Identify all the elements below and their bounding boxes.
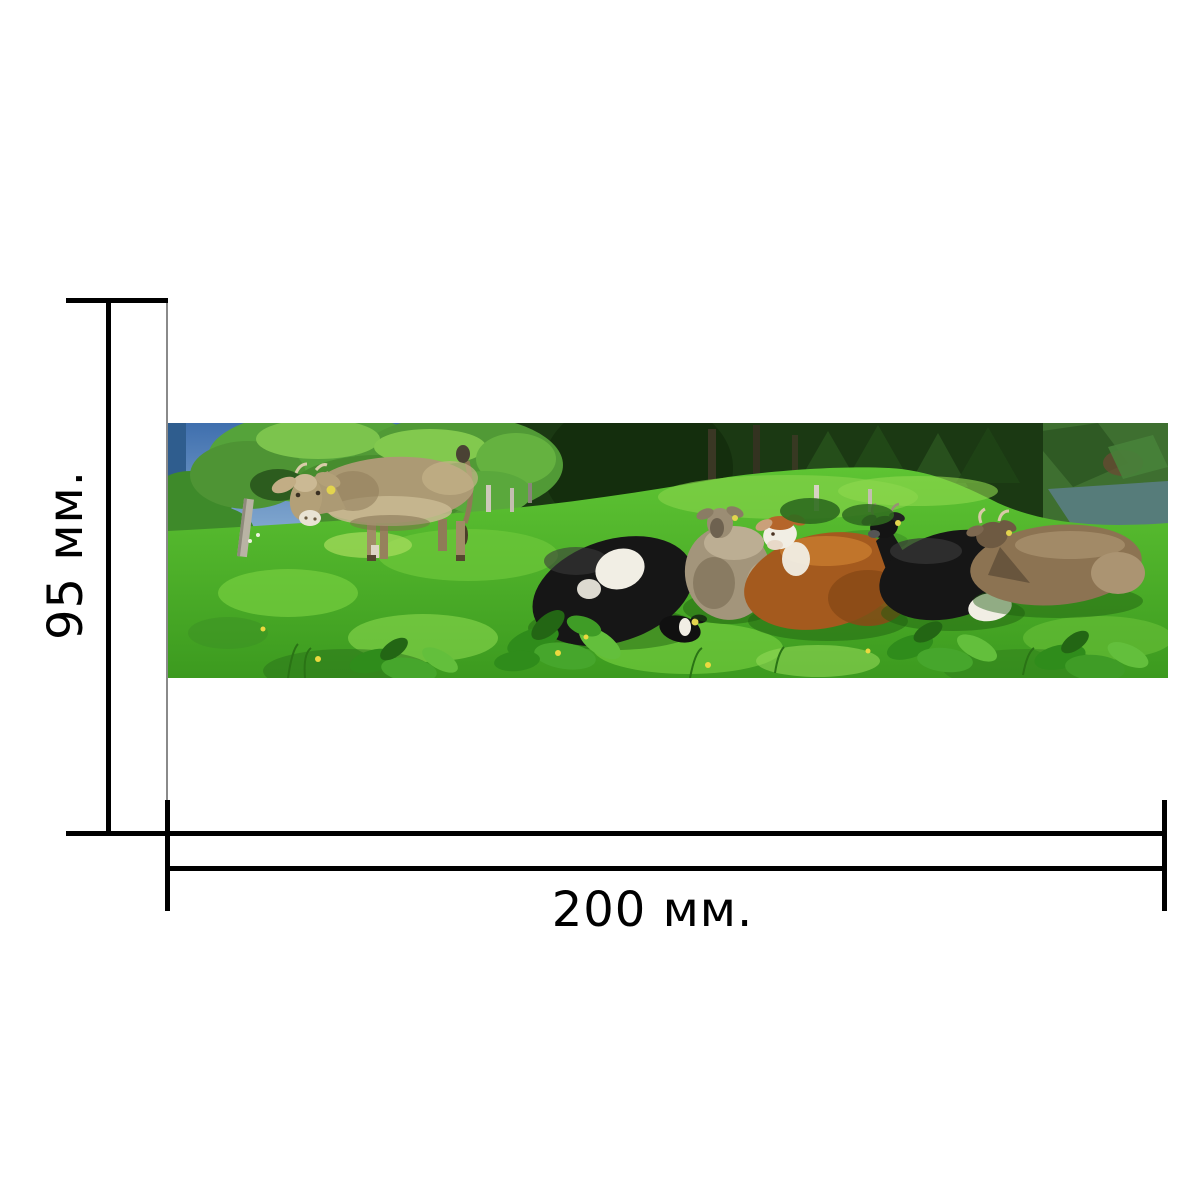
height-dimension-line <box>106 298 111 836</box>
height-label-wrap: 95 мм. <box>0 425 132 685</box>
bottom-edge-line <box>66 831 1167 836</box>
cow-horn <box>978 507 986 524</box>
flowers <box>248 533 871 668</box>
white-patch <box>968 592 1012 622</box>
ear-tag <box>732 515 738 521</box>
width-label: 200 мм. <box>551 882 754 938</box>
cow-leg <box>456 521 465 559</box>
standing-tan-cow <box>271 445 478 561</box>
foreground-leaves <box>248 498 1149 678</box>
ear-tag <box>691 618 699 626</box>
lying-brown-white-faced-cow <box>744 514 908 641</box>
cow-ear <box>966 525 984 537</box>
width-right-tick <box>1162 800 1167 911</box>
height-label: 95 мм. <box>38 469 95 641</box>
left-extension-line <box>166 303 168 800</box>
cow-ear <box>271 476 297 494</box>
ear-tag <box>326 485 336 495</box>
cow-leg <box>380 525 388 559</box>
cow-leg <box>438 519 447 551</box>
lying-taupe-cow <box>966 507 1145 618</box>
width-left-tick <box>165 800 170 911</box>
cow-leg <box>367 521 376 559</box>
cow-head <box>976 521 1008 549</box>
cow-ear <box>696 508 714 520</box>
cow-ear <box>755 519 773 531</box>
height-top-cap <box>66 298 168 303</box>
cow-ear <box>315 472 341 488</box>
cow-horn <box>997 509 1010 522</box>
width-dimension-line <box>167 866 1167 871</box>
cow-ear <box>726 506 744 518</box>
cow-muzzle <box>299 510 321 526</box>
mist <box>1048 481 1168 535</box>
fence <box>236 483 872 558</box>
product-photo <box>168 423 1168 678</box>
cow-ear <box>999 520 1017 532</box>
ear-tag <box>895 520 901 526</box>
white-patch <box>595 548 645 590</box>
ear-tag <box>1006 530 1012 536</box>
